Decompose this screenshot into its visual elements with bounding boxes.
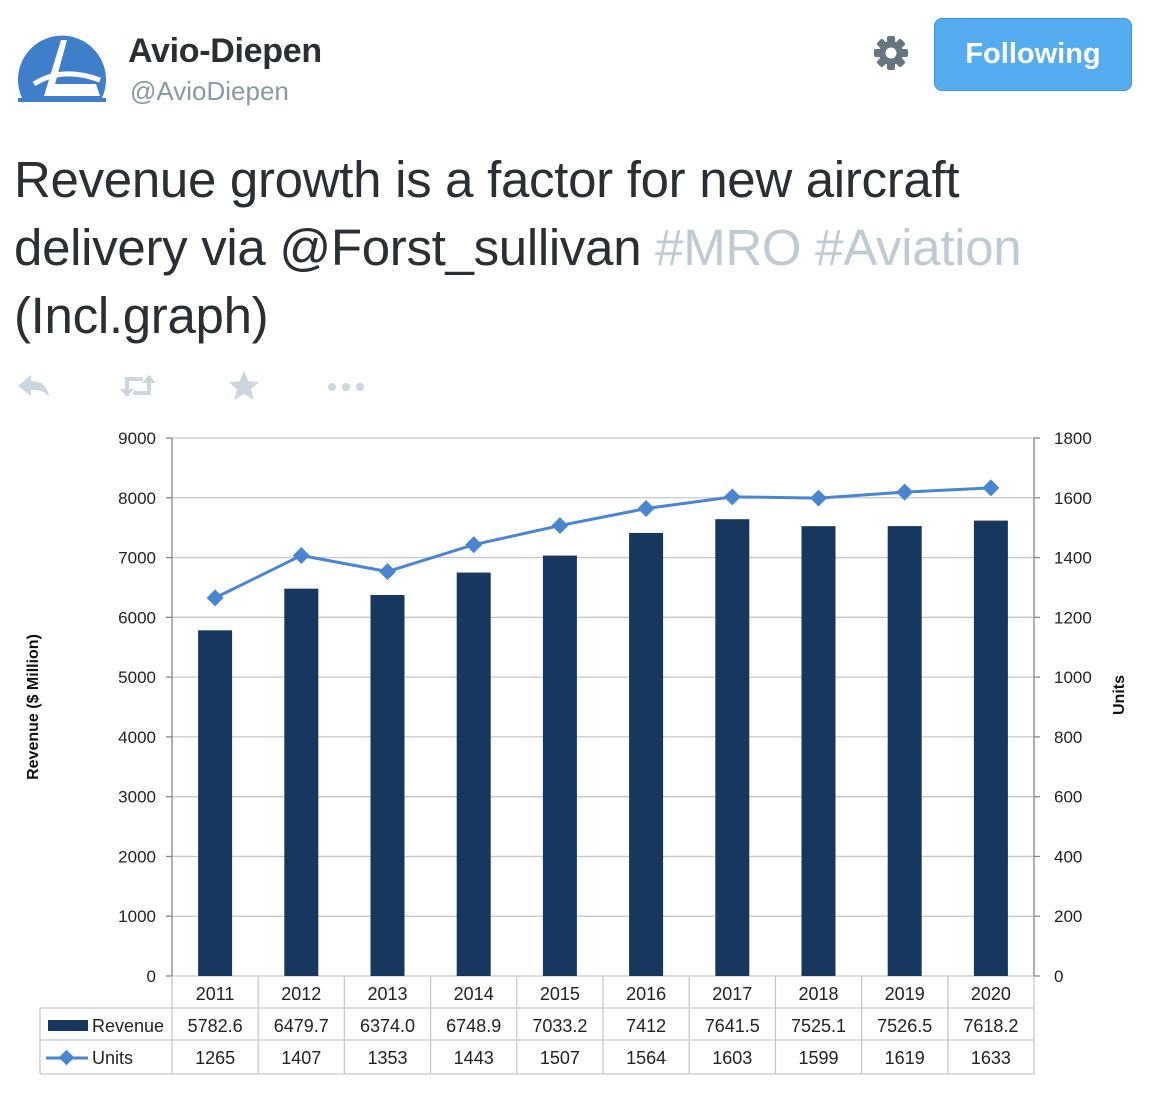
legend-label-units: Units [92, 1048, 133, 1068]
y-tick-label: 4000 [118, 728, 156, 747]
point-units [379, 563, 396, 581]
table-cell-revenue: 6479.7 [274, 1016, 329, 1036]
tweet-text-line3: (Incl.graph) [14, 287, 269, 344]
table-cell-units: 1265 [195, 1048, 235, 1068]
table-cell-units: 1599 [798, 1048, 838, 1068]
x-tick-label: 2018 [798, 984, 838, 1004]
table-cell-units: 1507 [540, 1048, 580, 1068]
star-icon[interactable] [224, 366, 264, 406]
tweet-text-line2: delivery via @Forst_sullivan [14, 219, 642, 276]
table-cell-revenue: 7412 [626, 1016, 666, 1036]
bar-revenue [887, 526, 922, 976]
table-cell-units: 1619 [885, 1048, 925, 1068]
y-tick-label: 2000 [118, 847, 156, 866]
table-cell-units: 1564 [626, 1048, 666, 1068]
reply-icon[interactable] [14, 366, 54, 406]
table-cell-revenue: 6374.0 [360, 1016, 415, 1036]
x-tick-label: 2015 [540, 984, 580, 1004]
x-tick-label: 2017 [712, 984, 752, 1004]
table-cell-units: 1443 [454, 1048, 494, 1068]
point-units [982, 479, 1000, 497]
avatar[interactable] [14, 24, 110, 106]
hashtag-aviation[interactable]: #Aviation [815, 219, 1022, 276]
bar-revenue [198, 630, 233, 976]
table-cell-revenue: 7526.5 [877, 1016, 932, 1036]
y2-tick-label: 1200 [1054, 608, 1092, 627]
table-cell-revenue: 6748.9 [446, 1016, 501, 1036]
point-units [206, 589, 224, 607]
y-axis-title: Revenue ($ Million) [25, 634, 42, 780]
table-cell-revenue: 7618.2 [963, 1016, 1018, 1036]
y2-tick-label: 1000 [1054, 668, 1092, 687]
table-cell-revenue: 7525.1 [791, 1016, 846, 1036]
y2-tick-label: 1400 [1054, 549, 1092, 568]
y-tick-label: 7000 [118, 549, 156, 568]
y-tick-label: 0 [147, 967, 156, 986]
tweet-text-line1: Revenue growth is a factor for new aircr… [14, 151, 960, 208]
y-tick-label: 1000 [118, 907, 156, 926]
point-units [551, 517, 569, 535]
legend-marker-units [58, 1049, 75, 1066]
point-units [723, 488, 741, 506]
retweet-icon[interactable] [118, 366, 158, 406]
y-tick-label: 5000 [118, 668, 156, 687]
point-units [637, 500, 655, 518]
table-cell-units: 1407 [281, 1048, 321, 1068]
following-button[interactable]: Following [934, 18, 1132, 91]
bar-revenue [370, 594, 405, 976]
y-tick-label: 3000 [118, 788, 156, 807]
author-name[interactable]: Avio-Diepen [128, 32, 322, 70]
point-units [896, 483, 914, 501]
x-tick-label: 2013 [367, 984, 407, 1004]
bar-revenue [715, 519, 750, 976]
y2-tick-label: 0 [1054, 967, 1063, 986]
y-tick-label: 6000 [118, 608, 156, 627]
y2-tick-label: 1800 [1054, 429, 1092, 448]
table-cell-revenue: 7033.2 [532, 1016, 587, 1036]
tweet-text: Revenue growth is a factor for new aircr… [14, 146, 1134, 350]
table-cell-revenue: 7641.5 [705, 1016, 760, 1036]
hashtag-mro[interactable]: #MRO [655, 219, 802, 276]
x-tick-label: 2012 [281, 984, 321, 1004]
bar-revenue [456, 572, 491, 976]
y2-tick-label: 200 [1054, 907, 1082, 926]
y2-tick-label: 1600 [1054, 489, 1092, 508]
y-tick-label: 9000 [118, 429, 156, 448]
legend-label-revenue: Revenue [92, 1016, 164, 1036]
bar-revenue [973, 520, 1008, 976]
line-units [214, 486, 991, 600]
x-tick-label: 2019 [885, 984, 925, 1004]
table-cell-units: 1353 [367, 1048, 407, 1068]
x-tick-label: 2020 [971, 984, 1011, 1004]
y-tick-label: 8000 [118, 489, 156, 508]
y2-tick-label: 600 [1054, 788, 1082, 807]
bar-revenue [801, 526, 836, 976]
bar-revenue [629, 532, 664, 976]
table-cell-revenue: 5782.6 [188, 1016, 243, 1036]
bar-revenue [542, 555, 577, 976]
x-tick-label: 2011 [196, 984, 235, 1004]
table-cell-units: 1603 [712, 1048, 752, 1068]
y2-axis-title: Units [1111, 675, 1128, 715]
table-cell-units: 1633 [971, 1048, 1011, 1068]
y2-tick-label: 400 [1054, 847, 1082, 866]
author-handle[interactable]: @AvioDiepen [130, 76, 289, 106]
more-icon[interactable] [326, 366, 366, 406]
x-tick-label: 2014 [454, 984, 494, 1004]
legend-key-revenue [48, 1020, 88, 1031]
point-units [810, 489, 827, 507]
gear-icon[interactable] [872, 34, 910, 72]
y2-tick-label: 800 [1054, 728, 1082, 747]
point-units [465, 536, 483, 554]
chart: 0 1000 2000 3000 4000 5000 6000 7000 8000 9000 0 20… [25, 429, 1128, 1075]
point-units [292, 546, 310, 564]
bar-revenue [284, 588, 319, 976]
x-tick-label: 2016 [626, 984, 666, 1004]
